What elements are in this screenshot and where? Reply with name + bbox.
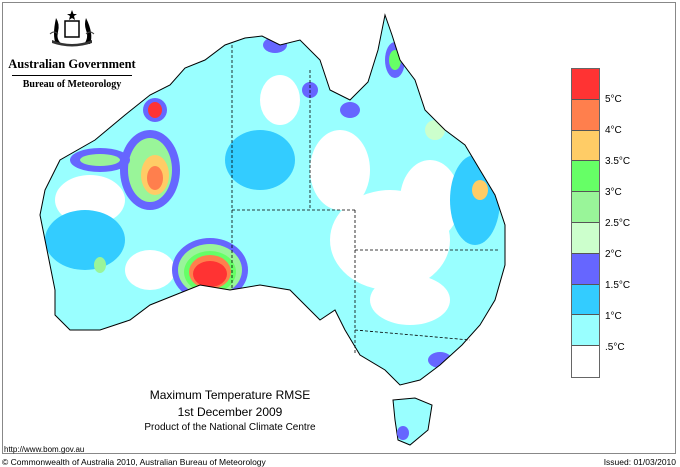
agency-name: Bureau of Meteorology: [12, 75, 132, 90]
legend-band: [572, 192, 599, 223]
legend-band: [572, 253, 599, 285]
map-title-block: Maximum Temperature RMSE 1st December 20…: [120, 388, 340, 433]
legend-label: 3.5°C: [605, 156, 631, 167]
legend-band: [572, 161, 599, 193]
legend-band: [572, 69, 599, 100]
legend-label: 3°C: [605, 187, 622, 198]
legend-label: .5°C: [605, 342, 625, 353]
map-frame: [2, 2, 676, 454]
australia-coastline: [39, 13, 506, 386]
legend-label: 4°C: [605, 125, 622, 136]
government-name: Australian Government: [8, 57, 136, 71]
map-date: 1st December 2009: [177, 405, 283, 419]
state-borders: [231, 45, 500, 355]
legend-band: [572, 315, 599, 347]
map-title: Maximum Temperature RMSE: [149, 388, 311, 402]
legend-label: 1°C: [605, 311, 622, 322]
legend-label: 2°C: [605, 249, 622, 260]
copyright-notice: © Commonwealth of Australia 2010, Austra…: [2, 457, 266, 467]
legend-band: [572, 346, 599, 377]
rmse-field: [40, 15, 505, 385]
legend-band: [572, 222, 599, 254]
legend-label: 5°C: [605, 94, 622, 105]
tasmania-high-rmse: [397, 426, 409, 440]
legend-label: 2.5°C: [605, 218, 631, 229]
website-link[interactable]: http://www.bom.gov.au: [4, 445, 85, 454]
legend-band: [572, 99, 599, 131]
legend-band: [572, 284, 599, 316]
map-product: Product of the National Climate Centre: [144, 422, 316, 433]
legend-band: [572, 130, 599, 162]
color-legend: [571, 68, 600, 378]
bom-logo: Australian Government Bureau of Meteorol…: [8, 8, 136, 90]
coat-of-arms-icon: [49, 10, 95, 47]
issued-date: Issued: 01/03/2010: [603, 457, 676, 467]
legend-label: 1.5°C: [605, 280, 631, 291]
